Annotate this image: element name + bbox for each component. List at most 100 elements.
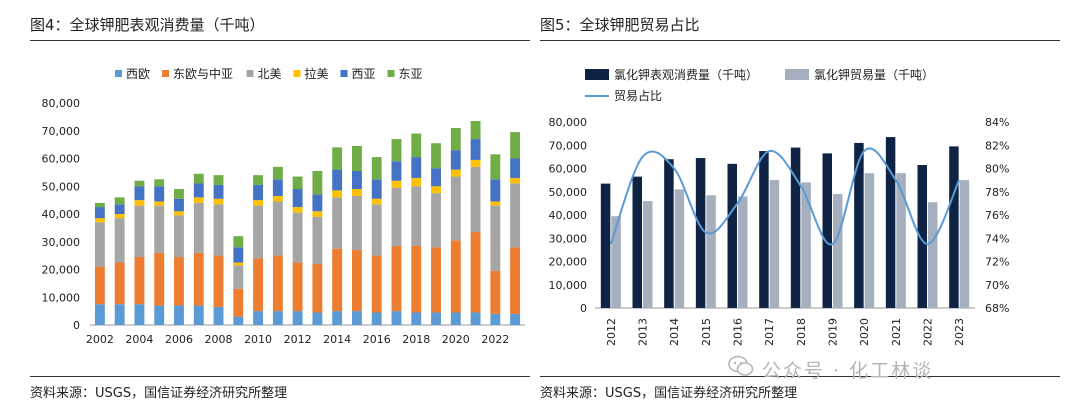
bar-segment [351, 195, 362, 251]
bar-segment [213, 184, 224, 199]
bar-segment [193, 173, 204, 184]
bar-segment [510, 183, 521, 248]
bar-segment [174, 198, 184, 212]
x-tick-label: 2021 [890, 318, 903, 346]
left-title-rule [30, 40, 530, 41]
trade-bar [611, 216, 621, 308]
legend-label-line: 贸易占比 [614, 88, 662, 103]
legend-label-1: 氯化钾贸易量（千吨） [814, 68, 934, 82]
consumption-bar [600, 183, 611, 308]
bar-segment [371, 312, 382, 325]
y-tick-label: 50,000 [42, 180, 81, 193]
bar-segment [272, 311, 283, 325]
x-tick-label: 2012 [605, 318, 618, 346]
trade-share-line [609, 147, 961, 246]
consumption-bar [695, 158, 706, 308]
x-tick-label: 2022 [481, 333, 509, 346]
bar-segment [292, 189, 303, 208]
bar-segment [450, 312, 461, 325]
y2-tick-label: 68% [985, 302, 1009, 315]
bar-segment [391, 139, 402, 162]
bar-segment [431, 247, 441, 313]
bar-segment [391, 311, 402, 325]
bar-segment [470, 232, 481, 313]
y2-tick-label: 72% [985, 256, 1009, 269]
bar-segment [134, 200, 145, 206]
y-tick-label: 20,000 [42, 264, 81, 277]
x-tick-label: 2017 [763, 318, 776, 346]
bar-segment [371, 198, 382, 205]
bar-segment [174, 189, 184, 199]
legend-label-4: 西亚 [352, 67, 376, 81]
bar-segment [193, 202, 204, 253]
bar-segment [213, 204, 224, 256]
bar-segment [371, 179, 382, 199]
y-tick-label: 80,000 [549, 116, 588, 129]
bar-segment [391, 180, 402, 188]
bar-segment [510, 132, 521, 159]
consumption-bar [949, 146, 959, 308]
y2-tick-label: 70% [985, 279, 1009, 292]
y-tick-label: 20,000 [549, 256, 588, 269]
bar-segment [510, 177, 521, 184]
x-tick-label: 2016 [363, 333, 391, 346]
left-chart-title: 图4：全球钾肥表观消费量（千吨） [30, 16, 265, 34]
trade-bar [643, 201, 653, 308]
bar-segment [351, 146, 362, 171]
bar-segment [134, 180, 145, 187]
consumption-bar [759, 151, 769, 308]
x-tick-label: 2004 [125, 333, 153, 346]
y-tick-label: 40,000 [42, 208, 81, 221]
bar-segment [233, 288, 244, 317]
trade-bar [928, 202, 938, 308]
bar-segment [312, 211, 323, 217]
bar-segment [312, 170, 323, 195]
bar-segment [94, 266, 105, 305]
bar-segment [490, 205, 501, 271]
x-tick-label: 2019 [827, 318, 840, 346]
y-tick-label: 40,000 [549, 209, 588, 222]
x-tick-label: 2018 [402, 333, 430, 346]
bar-segment [253, 205, 264, 259]
bar-segment [114, 304, 125, 325]
bar-segment [272, 166, 283, 180]
bar-segment [174, 257, 184, 306]
bar-segment [272, 195, 283, 202]
bar-segment [431, 312, 441, 325]
bar-segment [292, 207, 303, 213]
x-tick-label: 2020 [442, 333, 470, 346]
bar-segment [114, 262, 125, 305]
x-tick-label: 2015 [700, 318, 713, 346]
right-combo-chart: 氯化钾表观消费量（千吨） 氯化钾贸易量（千吨） 贸易占比 0 10,000 20,000 3… [549, 68, 1010, 346]
bar-segment [94, 218, 105, 223]
legend-label-0: 西欧 [126, 67, 150, 81]
bar-segment [312, 263, 323, 313]
bar-segment [154, 201, 165, 206]
legend-swatch-2 [246, 70, 254, 77]
bar-segment [134, 257, 145, 305]
x-tick-label: 2013 [637, 318, 650, 346]
x-tick-label: 2020 [858, 318, 871, 346]
x-tick-label: 2012 [284, 333, 312, 346]
bar-segment [351, 189, 362, 196]
y-tick-label: 60,000 [42, 153, 81, 166]
trade-bar [706, 195, 716, 308]
bar-segment [450, 176, 461, 241]
bar-segment [94, 202, 105, 208]
x-tick-label: 2006 [165, 333, 193, 346]
bar-segment [213, 255, 224, 307]
bar-segment [292, 311, 303, 325]
bar-segment [371, 255, 382, 313]
right-title-rule [540, 40, 1060, 41]
consumption-bar [632, 176, 642, 308]
y2-tick-label: 78% [985, 186, 1009, 199]
trade-bar [738, 196, 748, 308]
bar-segment [411, 177, 422, 187]
y-tick-label: 10,000 [549, 279, 588, 292]
bar-segment [213, 175, 224, 185]
consumption-bar [664, 159, 674, 308]
right-source-note: 资料来源：USGS，国信证券经济研究所整理 [540, 386, 798, 401]
left-source-note: 资料来源：USGS，国信证券经济研究所整理 [30, 386, 288, 401]
bar-segment [312, 216, 323, 264]
bar-segment [233, 316, 244, 325]
